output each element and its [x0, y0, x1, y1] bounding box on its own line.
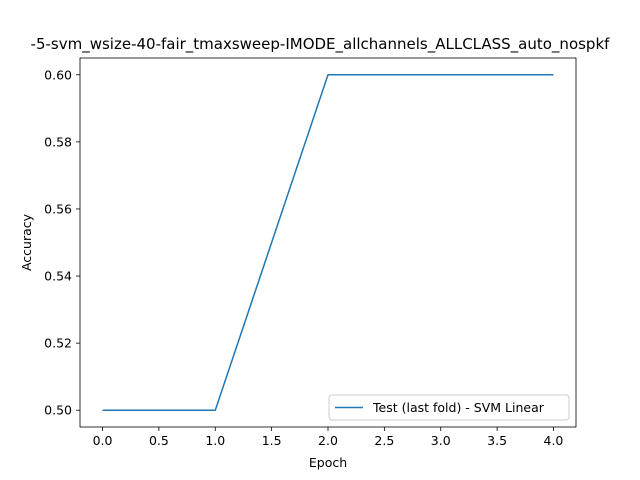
x-tick-label: 3.5 [487, 433, 507, 448]
y-tick-label: 0.54 [44, 269, 72, 284]
legend-label: Test (last fold) - SVM Linear [372, 400, 545, 415]
y-tick-label: 0.50 [44, 403, 72, 418]
legend-box [328, 394, 570, 421]
y-tick-label: 0.58 [44, 134, 72, 149]
y-tick-label: 0.52 [44, 336, 72, 351]
series-line [102, 74, 554, 411]
series-layer [102, 74, 554, 411]
y-axis-label: Accuracy [19, 213, 34, 271]
x-tick-label: 1.0 [205, 433, 225, 448]
y-tick-label: 0.60 [44, 67, 72, 82]
y-axis: 0.50 0.52 0.54 0.56 0.58 0.60 [44, 67, 80, 418]
x-axis: 0.0 0.5 1.0 1.5 2.0 2.5 3.0 3.5 4.0 [93, 427, 564, 448]
x-tick-label: 0.0 [93, 433, 113, 448]
x-tick-label: 2.0 [318, 433, 338, 448]
plot-frame [79, 57, 577, 428]
x-tick-label: 3.0 [431, 433, 451, 448]
chart-title: -5-svm_wsize-40-fair_tmaxsweep-IMODE_all… [31, 35, 611, 54]
x-tick-label: 2.5 [374, 433, 394, 448]
plot-area [80, 58, 576, 427]
x-tick-label: 1.5 [262, 433, 282, 448]
x-axis-label: Epoch [309, 455, 347, 470]
y-tick-label: 0.56 [44, 201, 72, 216]
x-tick-label: 0.5 [149, 433, 169, 448]
x-tick-label: 4.0 [544, 433, 564, 448]
legend: Test (last fold) - SVM Linear [328, 394, 570, 421]
